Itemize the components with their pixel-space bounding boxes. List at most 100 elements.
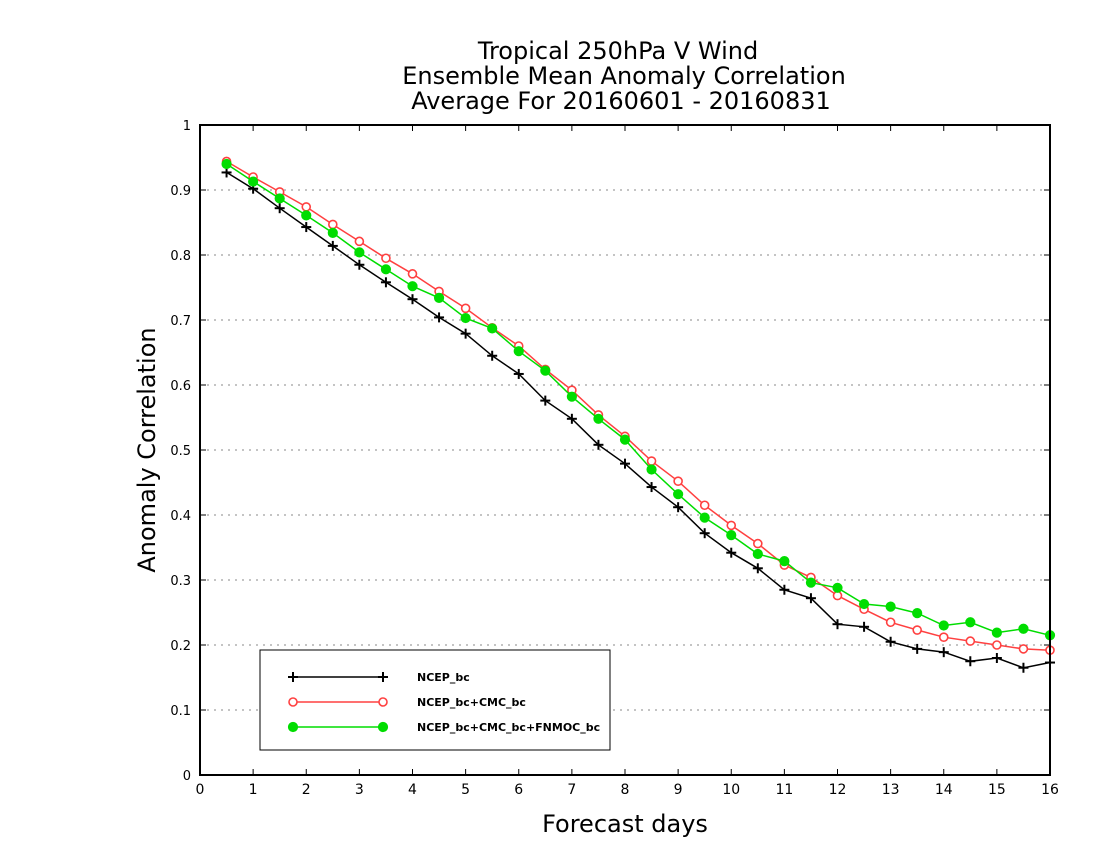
data-point [460,303,471,314]
data-point [726,520,737,531]
data-point [1018,662,1029,673]
x-tick-label: 10 [722,782,740,798]
data-point [487,323,498,334]
y-tick-label: 0.6 [170,379,191,394]
data-point [460,328,471,339]
series-line [226,160,1051,651]
data-point [619,434,631,445]
data-point [566,391,577,402]
data-point [805,577,817,588]
legend-marker [287,721,299,733]
data-point [328,219,338,230]
series-line [226,171,1051,669]
y-tick-label: 0.9 [170,184,191,199]
data-point [354,259,365,270]
y-tick-label: 0.3 [170,574,191,589]
legend-label: NCEP_bc+CMC_bc+FNMOC_bc [417,721,600,734]
legend-entry: NCEP_bc+CMC_bc [288,696,526,709]
legend-entry: NCEP_bc [288,671,470,684]
data-point [513,346,524,357]
data-point [752,548,763,560]
data-point [992,640,1002,650]
data-point [540,365,551,376]
data-point [699,512,710,523]
gridlines [200,189,1050,711]
data-point [938,620,949,631]
x-tick-label: 3 [355,782,364,798]
y-tick-label: 0.4 [170,509,191,524]
data-point [513,368,524,379]
data-point [885,601,896,612]
data-point [753,538,763,549]
data-point [991,653,1002,663]
data-point [699,528,710,539]
data-point [699,500,710,511]
x-tick-label: 16 [1041,782,1059,798]
legend-marker [378,672,388,682]
data-point [646,464,657,475]
data-point [885,617,896,628]
data-point [1018,623,1029,634]
data-point [673,502,684,513]
data-point [221,158,232,170]
axis-ticks: 00.10.20.30.40.50.60.70.80.910 1 2 3 4 5 6 7 8 9 1… [170,119,1059,798]
x-tick-label: 7 [567,782,576,798]
data-point [593,413,604,424]
data-point [407,281,418,292]
data-point [540,395,551,406]
data-point [620,458,630,469]
data-point [380,277,391,288]
data-point [726,547,737,558]
legend-marker [377,721,389,733]
data-point [991,627,1002,638]
y-tick-label: 0.7 [170,314,191,329]
x-tick-label: 5 [461,782,470,798]
y-tick-label: 0.2 [170,639,191,654]
data-point [354,236,365,247]
data-point [301,210,312,221]
x-tick-label: 1 [249,782,258,798]
data-point [301,202,312,212]
data-point [805,593,816,604]
data-point [832,582,843,593]
x-tick-label: 13 [882,782,900,798]
data-point [381,253,391,264]
title-line-3: Average For 20160601 - 20160831 [411,87,831,115]
data-point [380,264,392,275]
x-tick-label: 6 [514,782,523,798]
data-point [859,621,870,632]
legend-marker [288,697,298,707]
data-point [248,176,259,187]
data-point [858,598,870,610]
legend-entry: NCEP_bc+CMC_bc+FNMOC_bc [287,721,600,734]
y-tick-label: 0 [183,769,191,784]
x-tick-label: 4 [408,782,417,798]
legend-box [259,649,611,751]
x-tick-label: 8 [621,782,630,798]
data-point [965,636,976,646]
data-point [673,476,683,487]
data-point [779,556,790,567]
data-point [752,563,763,574]
data-point [646,482,657,493]
data-point [1018,644,1029,654]
data-point [938,647,949,658]
data-point [593,439,604,450]
y-axis-label: Anomaly Correlation [133,327,161,572]
data-point [433,292,445,303]
data-point [965,617,976,628]
data-point [965,656,976,667]
title-line-1: Tropical 250hPa V Wind [477,37,758,65]
series-layer [221,156,1056,673]
data-point [832,619,843,630]
x-tick-label: 9 [674,782,683,798]
chart-title: Tropical 250hPa V Wind Ensemble Mean Ano… [402,37,846,115]
y-tick-label: 0.8 [170,249,191,264]
legend: NCEP_bc NCEP_bc+CMC_bc NCEP_bc+CMC_bc+FNMO… [259,649,611,751]
data-point [274,193,285,204]
data-point [434,312,445,323]
y-tick-label: 0.5 [170,444,191,459]
y-tick-label: 1 [183,119,191,134]
data-point [912,625,922,635]
data-point [912,608,923,619]
